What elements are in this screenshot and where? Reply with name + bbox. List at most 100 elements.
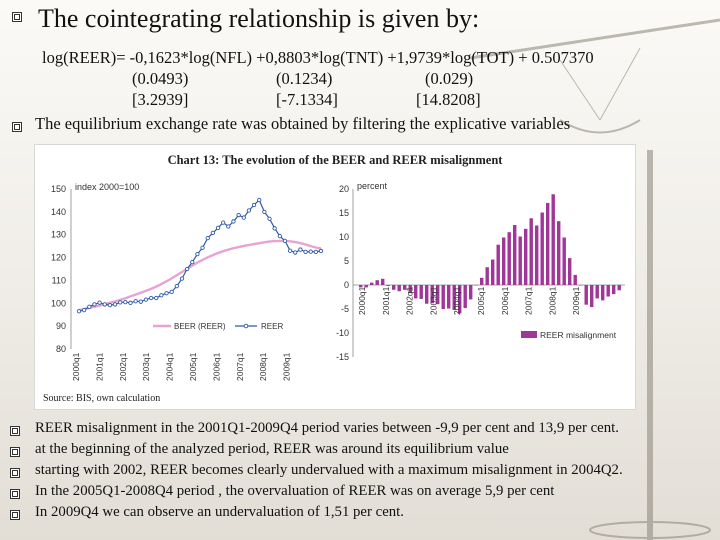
reer-series-line <box>78 198 322 312</box>
misalignment-bar <box>546 202 550 285</box>
misalignment-bar <box>491 259 495 285</box>
reer-point <box>179 276 185 281</box>
reer-point <box>272 226 277 231</box>
left-x-tick-label: 2008q1 <box>258 352 268 381</box>
misalignment-bar <box>518 236 522 285</box>
misalignment-bar <box>496 244 500 285</box>
list-bullet-icon <box>10 468 20 478</box>
reer-point <box>287 248 293 253</box>
reer-point <box>257 197 262 203</box>
legend-beer-label: BEER (REER) <box>174 322 226 331</box>
left-ylabel: index 2000=100 <box>75 182 139 192</box>
misalignment-bar <box>430 285 434 304</box>
reer-point <box>210 230 216 236</box>
list-bullet-icon <box>10 426 20 436</box>
misalignment-bar <box>381 278 385 285</box>
misalignment-bar <box>502 237 506 285</box>
list-item: In the 2005Q1-2008Q4 period , the overva… <box>0 483 720 502</box>
t-stat-3: [14.8208] <box>416 90 481 109</box>
reer-point <box>133 299 138 304</box>
reer-point <box>118 300 123 305</box>
legend-reer-marker <box>243 323 249 329</box>
misalignment-bar <box>485 267 489 285</box>
left-x-tick-label: 2000q1 <box>71 352 81 381</box>
misalignment-bar <box>612 285 616 295</box>
list-item: In 2009Q4 we can observe an undervaluati… <box>0 504 720 523</box>
misalignment-bar <box>364 285 368 288</box>
list-item: at the beginning of the analyzed period,… <box>0 441 720 460</box>
left-x-tick-label: 2005q1 <box>188 352 198 381</box>
chart-svg: Chart 13: The evolution of the BEER and … <box>43 153 625 404</box>
misalignment-bar <box>562 237 566 285</box>
reer-point <box>231 219 236 224</box>
reer-point <box>102 302 107 307</box>
reer-point <box>184 266 190 272</box>
misalignment-bar <box>480 277 484 285</box>
misalignment-bar <box>540 212 544 285</box>
misalignment-bar <box>507 232 511 285</box>
reer-point <box>308 249 313 254</box>
reer-point <box>76 309 82 314</box>
reer-point <box>143 297 149 302</box>
left-y-tick-label: 90 <box>56 321 66 331</box>
t-stat-1: [3.2939] <box>132 90 189 109</box>
misalignment-bar <box>447 285 451 309</box>
slide-title: The cointegrating relationship is given … <box>38 4 480 33</box>
left-y-tick-label: 140 <box>51 207 66 217</box>
misalignment-bar <box>469 285 473 300</box>
left-x-tick-label: 2001q1 <box>94 352 104 381</box>
list-item-text: In the 2005Q1-2008Q4 period , the overva… <box>35 483 555 499</box>
list-item-text: starting with 2002, REER becomes clearly… <box>35 462 623 478</box>
reer-point <box>251 202 257 208</box>
misalignment-bar <box>535 225 539 285</box>
misalignment-bar <box>551 194 555 285</box>
reer-point <box>267 216 272 221</box>
reer-point <box>200 245 205 250</box>
reer-point <box>174 283 179 289</box>
misalignment-bar <box>584 285 588 305</box>
misalignment-bar <box>463 285 467 309</box>
reer-point <box>318 248 324 254</box>
misalignment-bar <box>408 285 412 294</box>
reer-point <box>169 289 174 295</box>
misalignment-bar <box>425 285 429 304</box>
reer-point <box>97 300 102 305</box>
std-error-3: (0.029) <box>425 69 474 88</box>
misalignment-bar <box>375 280 379 285</box>
reer-point <box>282 238 288 244</box>
right-x-tick-label: 2009q1 <box>571 286 581 315</box>
left-y-tick-label: 150 <box>51 184 66 194</box>
reer-point <box>107 302 113 308</box>
misalignment-bar <box>617 285 621 291</box>
list-bullet-icon <box>10 447 20 457</box>
std-error-1: (0.0493) <box>132 69 189 88</box>
list-item-text: REER misalignment in the 2001Q1-2009Q4 p… <box>35 420 619 436</box>
misalignment-bar <box>414 285 418 299</box>
misalignment-bar <box>474 285 478 286</box>
reer-point <box>190 259 195 265</box>
reer-point <box>277 233 282 239</box>
left-y-tick-label: 80 <box>56 344 66 354</box>
reer-point <box>148 295 154 301</box>
t-stat-2: [-7.1334] <box>276 90 338 109</box>
misalignment-bar <box>452 285 456 310</box>
reer-point <box>293 250 298 255</box>
reer-point <box>241 215 246 220</box>
right-y-tick-label: 0 <box>344 280 349 290</box>
misalignment-bar <box>392 285 396 290</box>
left-x-tick-label: 2009q1 <box>282 352 292 381</box>
filter-note: The equilibrium exchange rate was obtain… <box>35 114 571 133</box>
right-y-tick-label: -10 <box>336 328 349 338</box>
left-y-tick-label: 130 <box>51 230 66 240</box>
reer-point <box>81 307 87 313</box>
right-x-tick-label: 2007q1 <box>524 286 534 315</box>
reer-point <box>164 291 169 296</box>
right-x-tick-label: 2008q1 <box>547 286 557 315</box>
right-x-tick-label: 2005q1 <box>476 286 486 315</box>
misalignment-bar <box>529 218 533 285</box>
misalignment-bar <box>370 282 374 285</box>
left-y-tick-label: 100 <box>51 298 66 308</box>
left-x-tick-label: 2004q1 <box>165 352 175 381</box>
reer-point <box>313 249 319 255</box>
misalignment-bar <box>403 285 407 290</box>
